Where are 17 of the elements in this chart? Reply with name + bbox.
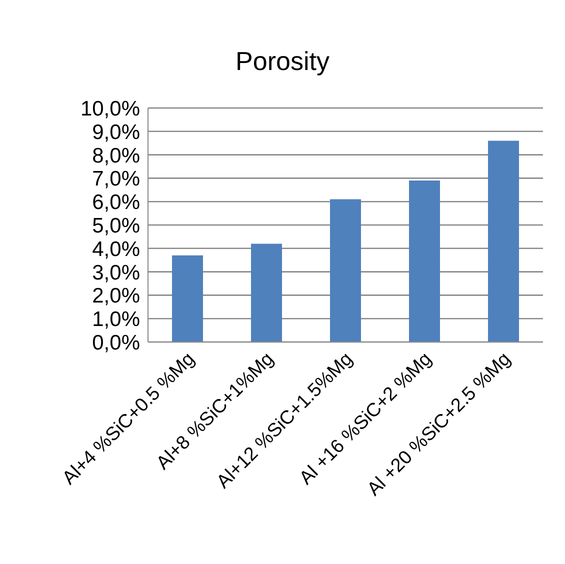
y-tick-label: 9,0% bbox=[92, 120, 140, 144]
chart-title: Porosity bbox=[234, 46, 330, 77]
y-tick-label: 8,0% bbox=[92, 144, 140, 168]
bar bbox=[172, 255, 203, 342]
y-tick-label: 0,0% bbox=[92, 331, 140, 354]
y-tick-label: 6,0% bbox=[92, 191, 140, 214]
bar bbox=[330, 199, 361, 342]
y-tick-label: 1,0% bbox=[92, 308, 140, 332]
y-tick-label: 7,0% bbox=[92, 168, 140, 191]
y-tick-label: 4,0% bbox=[92, 238, 140, 261]
bar bbox=[409, 180, 440, 342]
y-tick-label: 2,0% bbox=[92, 284, 140, 308]
y-tick-label: 5,0% bbox=[92, 214, 140, 238]
bar bbox=[251, 244, 282, 342]
y-tick-label: 3,0% bbox=[92, 261, 140, 284]
y-tick-label: 10,0% bbox=[80, 97, 140, 120]
bar bbox=[488, 140, 519, 342]
